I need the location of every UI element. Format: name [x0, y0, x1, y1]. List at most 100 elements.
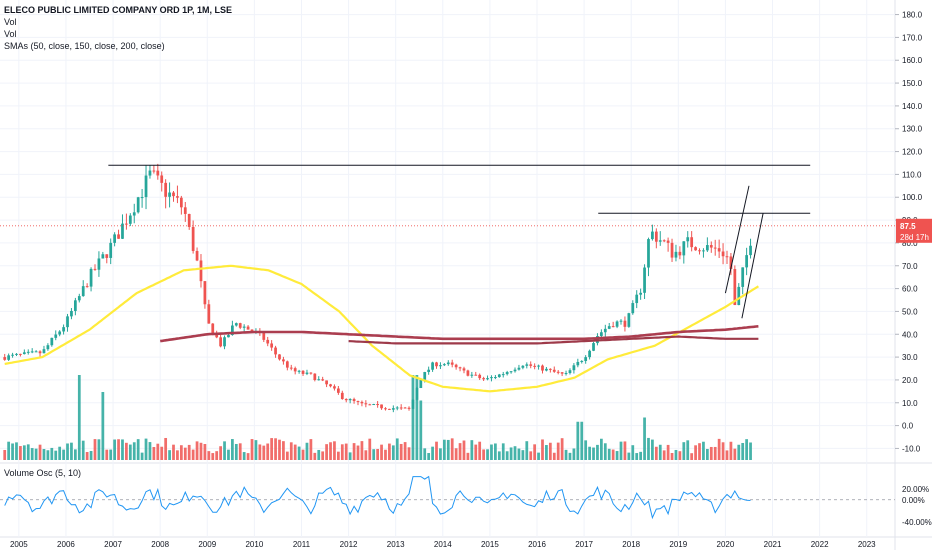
candle-body: [619, 320, 623, 322]
x-tick-label: 2018: [622, 540, 640, 549]
volume-bar: [705, 448, 709, 460]
volume-bar: [631, 445, 635, 460]
candle-body: [600, 332, 603, 337]
volume-bar: [596, 444, 599, 460]
candle-body: [490, 377, 493, 379]
candle-body: [372, 404, 376, 406]
last-price-badge: [896, 218, 932, 243]
y-tick-label: 180.0: [902, 11, 923, 20]
candle-body: [407, 407, 411, 409]
volume-bar: [627, 452, 631, 460]
indicator-vol-2[interactable]: Vol: [4, 29, 17, 39]
candle-body: [317, 379, 321, 381]
volume-bar: [301, 449, 305, 460]
candle-body: [615, 321, 619, 327]
candle-body: [725, 256, 729, 258]
volume-bar: [309, 439, 313, 460]
candle-body: [227, 335, 230, 338]
x-tick-label: 2008: [151, 540, 169, 549]
volume-bar: [42, 449, 46, 460]
x-tick-label: 2020: [717, 540, 735, 549]
volume-bar: [541, 439, 544, 460]
countdown-value: 28d 17h: [900, 233, 929, 242]
volume-bar: [278, 439, 281, 460]
volume-bar: [356, 445, 360, 460]
y-tick-label: 30.0: [902, 353, 918, 362]
indicator-vol-1[interactable]: Vol: [4, 17, 17, 27]
volume-bar: [584, 440, 588, 460]
volume-bar: [486, 449, 489, 460]
candle-body: [497, 374, 501, 378]
candle-body: [682, 241, 686, 256]
candle-body: [34, 351, 38, 353]
candle-body: [454, 364, 458, 368]
volume-bar: [713, 446, 717, 460]
candle-body: [262, 332, 266, 340]
candle-body: [368, 404, 372, 406]
volume-bar: [450, 438, 454, 460]
x-tick-label: 2016: [528, 540, 546, 549]
y-tick-label: 110.0: [902, 170, 922, 179]
volume-bar: [745, 439, 748, 460]
volume-bar: [109, 449, 113, 460]
volume-bar: [77, 375, 81, 460]
candle-body: [176, 196, 179, 198]
candle-body: [42, 349, 46, 354]
volume-bar: [66, 443, 69, 460]
volume-bar: [729, 441, 733, 460]
candle-body: [564, 373, 568, 375]
candle-body: [666, 240, 670, 243]
volume-bar: [674, 449, 678, 460]
volume-bar: [136, 439, 140, 460]
volume-bar: [34, 448, 38, 460]
candle-body: [521, 365, 525, 368]
volume-bar: [176, 450, 179, 460]
candle-body: [77, 296, 81, 301]
candle-body: [168, 192, 171, 197]
symbol-title[interactable]: ELECO PUBLIC LIMITED COMPANY ORD 1P, 1M,…: [4, 5, 233, 15]
volume-bar: [505, 451, 509, 460]
volume-bar: [128, 444, 132, 460]
volume-bar: [501, 443, 505, 460]
volume-bar: [270, 438, 274, 460]
volume-bar: [348, 452, 352, 460]
volume-bar: [285, 451, 289, 460]
candle-body: [297, 370, 301, 372]
volume-bar: [380, 444, 383, 460]
volume-bar: [725, 450, 729, 460]
candle-body: [654, 231, 658, 242]
candle-body: [121, 223, 124, 239]
x-tick-label: 2015: [481, 540, 499, 549]
volume-bar: [333, 441, 336, 460]
oscillator-label[interactable]: Volume Osc (5, 10): [4, 468, 82, 478]
candle-body: [651, 231, 654, 240]
candle-body: [662, 240, 666, 242]
candle-body: [199, 260, 203, 282]
candle-body: [70, 310, 73, 317]
candle-body: [494, 377, 497, 379]
candle-body: [552, 369, 556, 372]
volume-bar: [470, 440, 474, 460]
volume-bar: [494, 443, 497, 460]
volume-bar: [321, 451, 325, 460]
candle-body: [195, 250, 199, 261]
candle-body: [670, 242, 674, 258]
candle-body: [568, 370, 572, 374]
volume-bar: [297, 446, 301, 460]
candle-body: [545, 368, 548, 371]
volume-bar: [568, 452, 572, 460]
volume-bar: [3, 449, 7, 460]
x-tick-label: 2011: [293, 540, 311, 549]
candle-body: [238, 323, 242, 328]
volume-bar: [670, 452, 674, 460]
candle-body: [336, 388, 340, 393]
indicator-smas[interactable]: SMAs (50, close, 150, close, 200, close): [4, 41, 165, 51]
candle-body: [690, 237, 694, 248]
volume-bar: [368, 438, 372, 460]
volume-bar: [513, 446, 517, 460]
y-tick-label: 20.0: [902, 376, 918, 385]
candle-body: [128, 215, 132, 224]
volume-bar: [207, 451, 211, 460]
